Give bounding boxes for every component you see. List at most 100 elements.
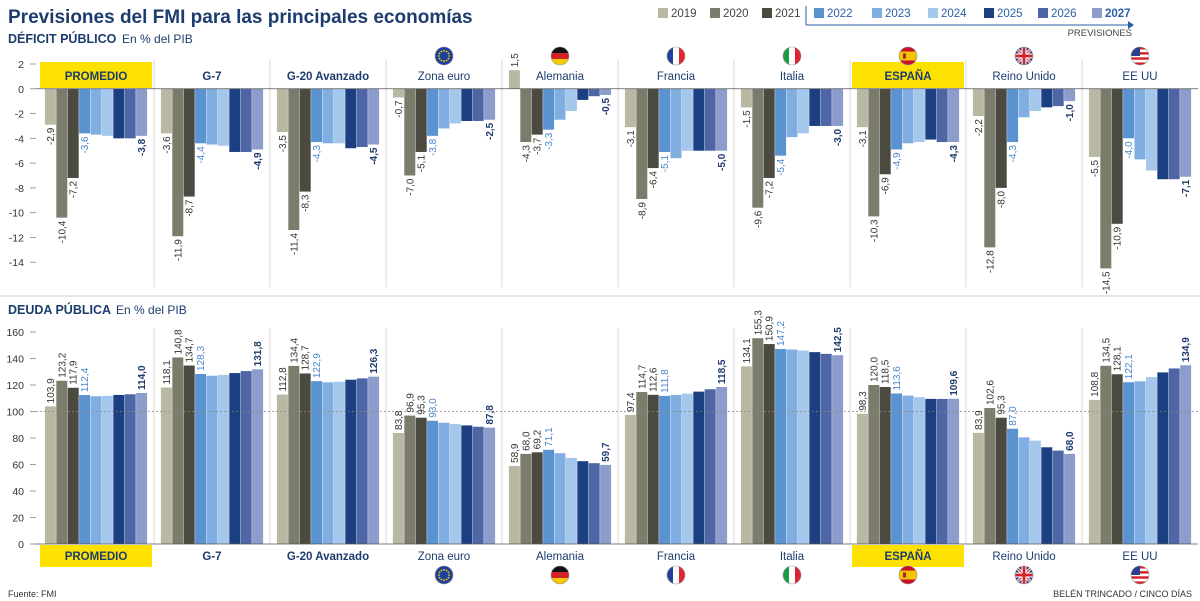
group-label: Francia xyxy=(657,71,696,83)
deficit-bar xyxy=(1064,88,1076,102)
deficit-bar xyxy=(763,88,775,178)
debt-bar xyxy=(704,389,716,544)
deficit-bar xyxy=(472,88,484,121)
deficit-data-label: -4,9 xyxy=(892,152,903,170)
deficit-bar xyxy=(948,88,960,143)
flag-outline xyxy=(1130,46,1150,66)
legend-label-2023: 2023 xyxy=(885,8,911,20)
debt-data-label: 109,6 xyxy=(949,370,960,395)
debt-bar xyxy=(438,422,450,544)
deficit-data-label: -6,9 xyxy=(881,177,892,195)
debt-bar xyxy=(195,374,207,544)
group-label-bottom: G-7 xyxy=(202,551,221,563)
debt-bar xyxy=(333,381,345,544)
debt-ytick: 80 xyxy=(12,433,24,445)
flag-stripe xyxy=(1131,578,1149,582)
flag-eu-icon xyxy=(435,566,453,584)
debt-bar xyxy=(670,394,682,544)
debt-bar xyxy=(67,387,79,544)
debt-data-label: 68,0 xyxy=(1065,431,1076,451)
debt-bar xyxy=(913,397,925,544)
deficit-bar xyxy=(647,88,659,169)
flag-band xyxy=(795,566,801,584)
debt-bar xyxy=(427,420,439,544)
group-label-bottom: EE UU xyxy=(1122,551,1157,563)
deficit-bar xyxy=(333,88,345,144)
debt-bar xyxy=(136,392,148,544)
flag-band xyxy=(679,47,685,65)
debt-data-label: 87,0 xyxy=(1008,406,1019,426)
legend-swatch-2020 xyxy=(710,8,720,18)
deficit-data-label: -3,5 xyxy=(278,135,289,153)
deficit-data-label: -10,3 xyxy=(869,219,880,242)
deficit-bar xyxy=(972,88,984,117)
debt-bar xyxy=(520,453,532,544)
legend-swatch-2023 xyxy=(872,8,882,18)
deficit-data-label: -10,4 xyxy=(57,220,68,243)
deficit-bar xyxy=(681,88,693,151)
flag-star xyxy=(447,57,450,60)
deficit-bar xyxy=(554,88,566,120)
deficit-data-label: -1,0 xyxy=(1065,104,1076,122)
deficit-bar xyxy=(520,88,532,143)
deficit-bar xyxy=(322,88,334,144)
debt-bar xyxy=(809,352,821,544)
flag-bg xyxy=(435,47,453,65)
deficit-subtitle: En % del PIB xyxy=(122,32,193,46)
debt-bar xyxy=(449,424,461,544)
deficit-data-label: -3,6 xyxy=(80,136,91,154)
deficit-bar xyxy=(624,88,636,128)
flag-band xyxy=(551,59,569,65)
deficit-bar xyxy=(809,88,821,126)
debt-data-label: 123,2 xyxy=(57,352,68,377)
debt-data-label: 95,3 xyxy=(417,395,428,415)
debt-bar xyxy=(79,395,91,544)
deficit-data-label: -3,8 xyxy=(137,138,148,156)
deficit-bar xyxy=(913,88,925,143)
group-label-bottom: Alemania xyxy=(536,551,585,563)
flag-star xyxy=(448,55,451,57)
deficit-bar xyxy=(206,88,218,145)
flag-outline xyxy=(898,46,918,66)
deficit-bar xyxy=(44,88,56,125)
deficit-bar xyxy=(427,88,439,136)
flag-stripe xyxy=(1131,62,1149,65)
debt-bar xyxy=(311,381,323,544)
debt-bar xyxy=(972,432,984,544)
deficit-bar xyxy=(136,88,148,136)
debt-data-label: 97,4 xyxy=(626,392,637,412)
debt-data-label: 150,9 xyxy=(765,316,776,341)
deficit-bar xyxy=(577,88,589,100)
debt-bar xyxy=(240,371,252,544)
deficit-data-label: -5,5 xyxy=(1090,159,1101,177)
deficit-bar xyxy=(288,88,300,231)
flag-star xyxy=(448,574,451,576)
deficit-data-label: -4,9 xyxy=(253,152,264,170)
debt-bar xyxy=(693,391,705,544)
debt-bar xyxy=(554,453,566,544)
deficit-bar xyxy=(195,88,207,144)
debt-data-label: 93,0 xyxy=(428,398,439,418)
deficit-bar xyxy=(113,88,125,139)
debt-bar xyxy=(229,373,241,544)
debt-bar xyxy=(1007,428,1019,544)
deficit-data-label: -11,4 xyxy=(289,233,300,255)
deficit-bar xyxy=(775,88,787,156)
deficit-bar xyxy=(67,88,79,178)
flag-uk-icon xyxy=(1015,47,1033,65)
debt-bar xyxy=(1123,382,1135,544)
deficit-bar xyxy=(172,88,184,237)
deficit-bar xyxy=(868,88,880,217)
deficit-data-label: -11,9 xyxy=(173,239,184,261)
deficit-bar xyxy=(1180,88,1192,177)
deficit-data-label: -8,0 xyxy=(997,190,1008,208)
deficit-bar xyxy=(704,88,716,151)
flag-band xyxy=(673,47,679,65)
debt-bar xyxy=(415,417,427,544)
debt-bar xyxy=(543,449,555,544)
flag-star xyxy=(438,52,441,55)
flag-us-icon xyxy=(1131,566,1149,584)
flag-canton xyxy=(1131,47,1140,56)
debt-bar xyxy=(577,461,589,544)
flag-outline xyxy=(434,46,454,66)
